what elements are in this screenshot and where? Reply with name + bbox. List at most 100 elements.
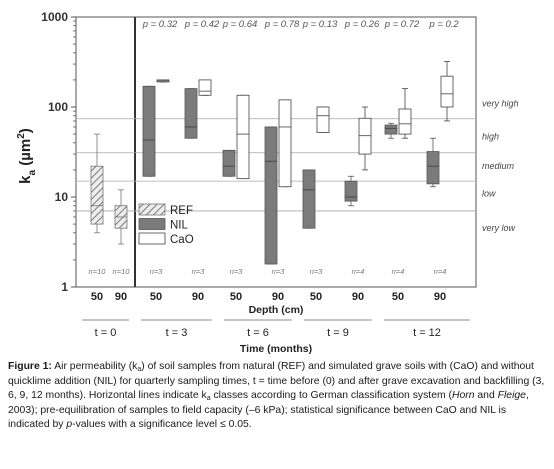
y-axis-label-part: k — [17, 175, 34, 184]
x-axis-label: Depth (cm) — [249, 304, 304, 316]
caption-subscript-1: a — [137, 366, 142, 373]
caption-p-symbol: p — [66, 419, 73, 431]
box-cao — [236, 94, 250, 180]
y-axis-label-part: (µm — [17, 139, 34, 170]
depth-label: 50 — [91, 291, 103, 303]
depth-label: 90 — [192, 291, 204, 303]
box-nil — [142, 85, 156, 177]
n-label: n=3 — [272, 267, 286, 276]
box-nil — [426, 137, 440, 188]
caption-author-2: Fleige — [497, 390, 526, 402]
caption-text-4: and — [474, 390, 498, 402]
depth-label: 50 — [230, 291, 242, 303]
p-value: p = 0.26 — [344, 19, 380, 30]
figure-caption: Figure 1: Air permeability (ka) of soil … — [8, 360, 546, 433]
caption-text-5: , 2003); pre-equilibration of samples to… — [8, 390, 529, 431]
box-body — [440, 75, 454, 108]
p-value: p = 0.42 — [184, 19, 220, 30]
labels-layer: 1 10 100 1000 ka (µm2) very high high medium low… — [16, 10, 519, 355]
box-body — [316, 106, 330, 133]
caption-text-1: Air permeability (k — [51, 361, 138, 372]
box-cao — [358, 106, 372, 171]
caption-subscript-2: a — [206, 395, 211, 403]
y-axis-label: ka (µm2) — [16, 128, 38, 184]
box-body — [398, 108, 412, 135]
p-value: p = 0.72 — [384, 19, 420, 30]
box-body — [264, 126, 278, 265]
n-label: n=4 — [434, 267, 447, 276]
box-body — [302, 169, 316, 229]
box-body — [90, 165, 104, 225]
plot-frame — [75, 16, 477, 288]
axes-layer — [71, 16, 477, 321]
p-value: p = 0.13 — [302, 19, 338, 30]
box-nil — [384, 122, 398, 139]
p-value: p = 0.78 — [264, 19, 300, 30]
caption-text-6: -values with a significance level ≤ 0.05… — [72, 419, 252, 431]
depth-label: 90 — [115, 291, 127, 303]
p-value: p = 0.2 — [428, 19, 459, 30]
p-value: p = 0.64 — [222, 19, 258, 30]
box-body — [184, 88, 198, 139]
caption-author-1: Horn — [451, 390, 475, 402]
box-ref — [114, 189, 128, 245]
n-label: n=4 — [392, 267, 405, 276]
box-body — [278, 99, 292, 188]
box-body — [358, 117, 372, 155]
box-nil — [222, 149, 236, 177]
time-group-label: t = 9 — [327, 327, 349, 339]
legend-label: REF — [170, 205, 193, 217]
n-label: n=10 — [113, 267, 131, 276]
box-cao — [398, 88, 412, 139]
box-cao — [156, 79, 170, 83]
legend-label: NIL — [170, 220, 189, 232]
box-nil — [264, 126, 278, 265]
time-group-label: t = 3 — [166, 327, 188, 339]
time-group-label: t = 6 — [247, 327, 269, 339]
box-body — [426, 151, 440, 185]
caption-text-3: classes according to German classificati… — [210, 390, 452, 402]
y-tick-label: 1000 — [41, 10, 68, 24]
box-nil — [302, 169, 316, 229]
legend-swatch-white — [138, 232, 166, 245]
y-tick-label: 10 — [55, 190, 69, 204]
legend: REF NIL CaO — [138, 203, 194, 246]
time-axis-label: Time (months) — [240, 343, 312, 355]
y-tick-label: 100 — [48, 100, 68, 114]
n-label: n=3 — [192, 267, 206, 276]
legend-label: CaO — [170, 234, 194, 246]
n-label: n=3 — [310, 267, 324, 276]
boxplot-figure: REF NIL CaO 1 10 100 1000 ka (µm2) very high hig… — [16, 10, 519, 355]
class-label: high — [482, 132, 499, 142]
depth-label: 90 — [272, 291, 284, 303]
depth-label: 90 — [434, 291, 446, 303]
boxes-layer: REF NIL CaO — [90, 61, 454, 265]
y-axis-label-part: ) — [17, 128, 34, 133]
n-label: n=3 — [230, 267, 244, 276]
box-ref — [90, 133, 104, 234]
box-cao — [278, 99, 292, 188]
box-body — [222, 149, 236, 177]
y-axis-label-part: 2 — [16, 133, 27, 139]
p-value: p = 0.32 — [142, 19, 178, 30]
class-label: very low — [482, 223, 516, 233]
box-cao — [198, 79, 212, 96]
n-label: n=4 — [352, 267, 365, 276]
depth-label: 90 — [352, 291, 364, 303]
box-body — [198, 79, 212, 96]
box-body — [142, 85, 156, 177]
box-body — [384, 124, 398, 135]
box-body — [236, 94, 250, 180]
n-label: n=10 — [89, 267, 107, 276]
caption-label: Figure 1: — [8, 361, 52, 372]
y-tick-label: 1 — [61, 280, 68, 294]
class-label: very high — [482, 98, 519, 108]
box-cao — [316, 106, 330, 133]
caption-text-2: ) of soil samples from natural (REF) and… — [8, 361, 545, 402]
class-label: medium — [482, 161, 515, 171]
n-label: n=3 — [150, 267, 164, 276]
depth-label: 50 — [310, 291, 322, 303]
box-body — [344, 180, 358, 202]
time-group-label: t = 12 — [413, 327, 441, 339]
y-axis-label-part: a — [27, 169, 38, 175]
